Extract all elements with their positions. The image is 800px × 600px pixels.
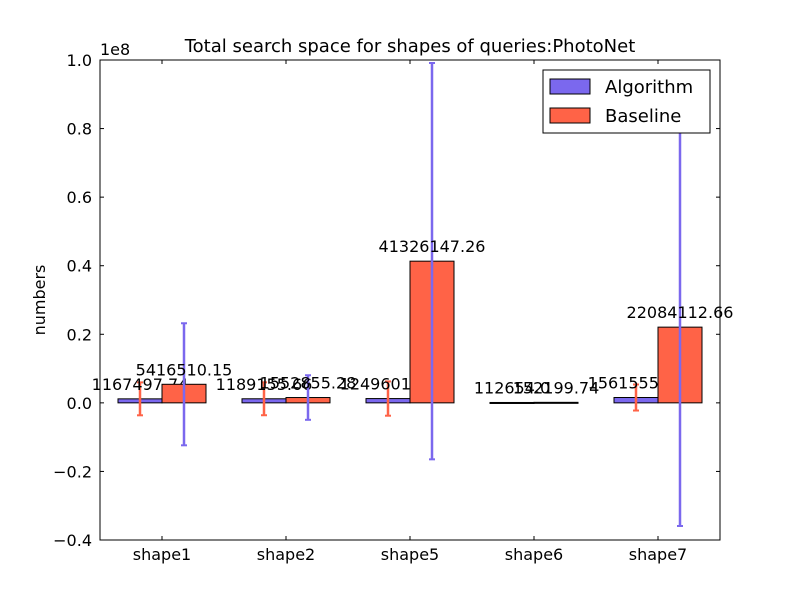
chart-title: Total search space for shapes of queries…: [184, 36, 636, 57]
bar-algorithm: [489, 401, 535, 404]
data-label: 1189155.66: [216, 375, 313, 394]
legend-label-algorithm: Algorithm: [605, 77, 693, 98]
y-axis-label: numbers: [30, 265, 49, 336]
y-tick-label: 0.6: [67, 188, 92, 207]
data-label: 5416510.15: [136, 360, 233, 379]
y-tick-label: −0.2: [53, 462, 92, 481]
bar-baseline: [533, 401, 579, 404]
plot-frame: [99, 59, 721, 541]
y-tick-label: 0.2: [67, 325, 92, 344]
data-label: 1552855.28: [260, 374, 357, 393]
y-tick-label: 0.4: [67, 257, 92, 276]
x-tick-label: shape6: [505, 545, 563, 564]
x-tick-label: shape5: [381, 545, 439, 564]
x-tick-label: shape7: [629, 545, 687, 564]
y-tick-label: −0.4: [53, 531, 92, 550]
data-label: 152199.74: [513, 378, 600, 397]
data-label: 112654.0: [474, 378, 550, 397]
legend: Algorithm Baseline: [542, 69, 711, 134]
y-tick-label: 0.8: [67, 120, 92, 139]
data-label: 22084112.66: [627, 303, 734, 322]
y-tick-label: 0.0: [67, 394, 92, 413]
x-tick-label: shape2: [257, 545, 315, 564]
y-axis-multiplier: 1e8: [100, 40, 130, 59]
legend-swatch-baseline: [549, 107, 591, 124]
legend-label-baseline: Baseline: [605, 106, 681, 127]
x-tick-label: shape1: [133, 545, 191, 564]
y-tick-label: 1.0: [67, 51, 92, 70]
legend-swatch-algorithm: [549, 78, 591, 95]
data-label: 41326147.26: [379, 237, 486, 256]
